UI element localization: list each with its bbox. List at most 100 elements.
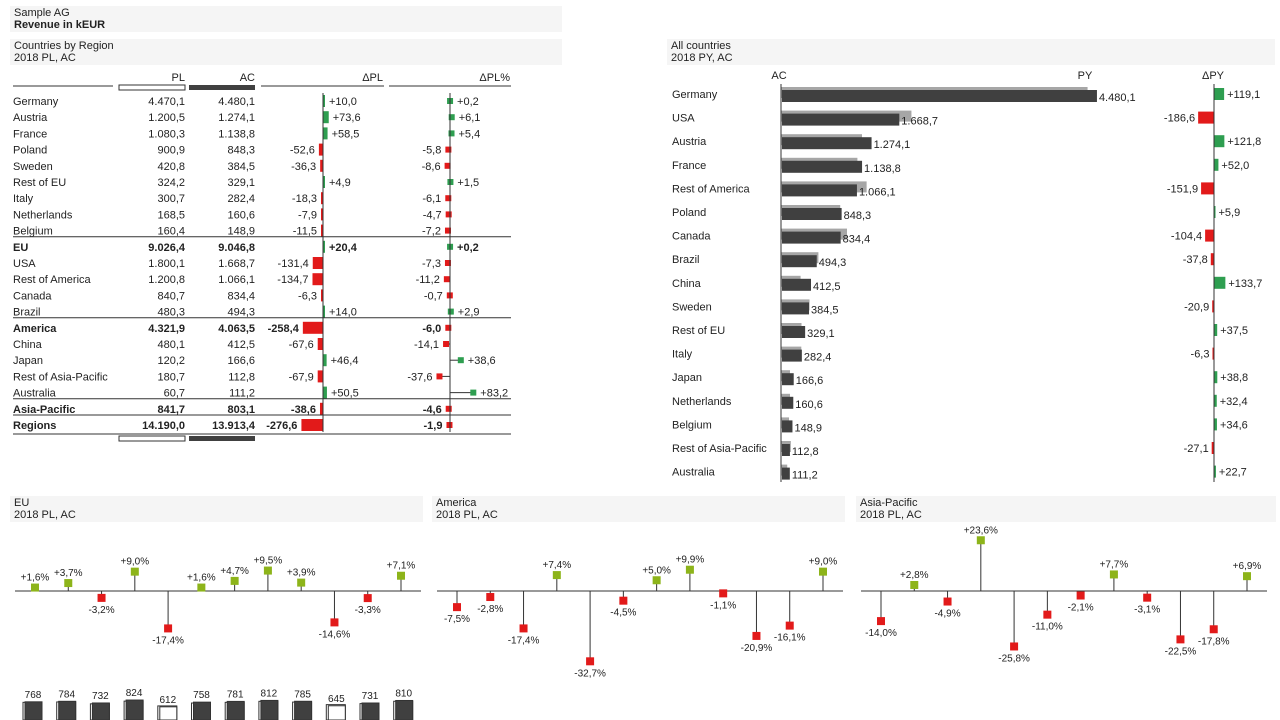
asia-pacific-marker	[1209, 625, 1218, 634]
row-pl-value: 9.026,4	[148, 242, 186, 254]
america-marker	[552, 571, 561, 580]
monthly-ac-bar	[327, 705, 346, 720]
row-label: Rest of Asia-Pacific	[13, 371, 108, 383]
row-label: EU	[13, 242, 28, 254]
dplp-label: +6,1	[459, 112, 481, 124]
dpy-value-label: +133,7	[1228, 278, 1262, 290]
ac-value-label: 282,4	[804, 352, 832, 364]
dplp-label: +5,4	[459, 128, 481, 140]
monthly-value-label: 812	[261, 688, 278, 699]
dplp-marker	[445, 324, 452, 331]
ac-bar	[782, 255, 817, 268]
row-pl-value: 841,7	[157, 404, 185, 416]
row-pl-value: 900,9	[157, 145, 185, 157]
row-ac-value: 1.138,8	[218, 128, 255, 140]
row-label: Canada	[13, 290, 52, 302]
ac-bar	[782, 208, 842, 220]
row-ac-value: 1.066,1	[218, 274, 255, 286]
dpy-value-label: +37,5	[1220, 325, 1248, 337]
monthly-value-label: 785	[294, 689, 311, 700]
dpl-label: -131,4	[278, 258, 309, 270]
dpy-bar	[1214, 394, 1217, 407]
dplp-label: -6,0	[422, 323, 441, 335]
dpl-label: -11,5	[293, 226, 317, 238]
dplp-marker	[436, 373, 443, 380]
america-marker	[819, 567, 827, 576]
row-pl-value: 60,7	[164, 388, 185, 400]
eu-value-label: -17,4%	[152, 635, 184, 646]
dpl-bar	[323, 354, 327, 367]
dplp-label: -5,8	[422, 145, 441, 157]
dplp-label: -1,9	[423, 420, 442, 432]
eu-value-label: +1,6%	[21, 573, 50, 584]
row-label: Germany	[13, 96, 59, 108]
asia-pacific-value-label: -4,9%	[934, 609, 960, 620]
eu-value-label: +9,0%	[120, 557, 149, 568]
country-label: France	[672, 160, 706, 172]
dpy-bar	[1212, 300, 1214, 313]
dpl-bar	[301, 419, 323, 431]
country-label: Netherlands	[672, 396, 732, 408]
dpl-bar	[312, 273, 323, 286]
america-value-label: -17,4%	[508, 635, 540, 646]
row-ac-value: 848,3	[227, 145, 255, 157]
dplp-column-header: ΔPL%	[479, 72, 510, 84]
country-label: Australia	[672, 467, 716, 479]
eu-marker	[297, 578, 306, 587]
row-label: USA	[13, 258, 36, 270]
ac-bar	[782, 349, 802, 362]
ac-value-label: 111,2	[792, 470, 818, 482]
eu-value-label: +3,9%	[287, 568, 316, 579]
dpl-bar	[321, 224, 323, 237]
row-pl-value: 300,7	[157, 193, 185, 205]
asia-pacific-chart-title: Asia-Pacific	[860, 497, 918, 509]
america-value-label: -32,7%	[574, 668, 606, 679]
row-pl-value: 120,2	[157, 355, 185, 367]
dplp-label: -11,2	[416, 274, 440, 286]
row-ac-value: 4.063,5	[218, 323, 255, 335]
america-chart-subtitle: 2018 PL, AC	[436, 509, 498, 521]
monthly-ac-bar	[159, 706, 178, 720]
dpy-value-label: -20,9	[1184, 301, 1209, 313]
table-header: Countries by Region 2018 PL, AC	[10, 39, 562, 65]
dplp-marker	[447, 308, 454, 315]
dpy-bar	[1211, 442, 1214, 454]
row-ac-value: 160,6	[227, 209, 255, 221]
dpy-bar	[1214, 324, 1218, 336]
dpl-bar	[312, 257, 323, 269]
america-value-label: -16,1%	[774, 633, 806, 644]
eu-value-label: +1,6%	[187, 573, 216, 584]
asia-pacific-marker	[1010, 642, 1019, 651]
eu-marker	[64, 579, 73, 588]
dpy-value-label: +22,7	[1219, 467, 1247, 479]
eu-marker	[197, 583, 206, 592]
dpy-header: ΔPY	[1202, 70, 1225, 82]
row-label: Regions	[13, 420, 56, 432]
dpl-label: -6,3	[298, 290, 317, 302]
ac-value-label: 112,8	[792, 446, 819, 458]
monthly-ac-bar	[193, 701, 211, 720]
row-pl-value: 420,8	[157, 161, 185, 173]
ac-bar	[782, 420, 793, 433]
row-label: Asia-Pacific	[13, 404, 75, 416]
dplp-label: -4,7	[423, 209, 442, 221]
row-pl-value: 1.200,8	[148, 274, 185, 286]
dpl-bar	[323, 111, 329, 124]
ac-legend-box	[189, 85, 255, 90]
dplp-marker	[445, 211, 452, 218]
monthly-value-label: 781	[227, 689, 244, 700]
country-label: Rest of EU	[672, 325, 725, 337]
country-label: Austria	[672, 136, 707, 148]
dpl-label: +4,9	[329, 177, 351, 189]
asia-pacific-chart-subtitle: 2018 PL, AC	[860, 509, 922, 521]
eu-value-label: +3,7%	[54, 568, 83, 579]
dplp-label: +1,5	[457, 177, 479, 189]
dpl-label: +73,6	[333, 112, 361, 124]
dplp-label: +0,2	[457, 96, 479, 108]
row-ac-value: 412,5	[227, 339, 255, 351]
dpy-bar	[1205, 229, 1214, 242]
row-label: Rest of America	[13, 274, 92, 286]
ac-bar	[782, 184, 857, 197]
dplp-label: -14,1	[414, 339, 439, 351]
